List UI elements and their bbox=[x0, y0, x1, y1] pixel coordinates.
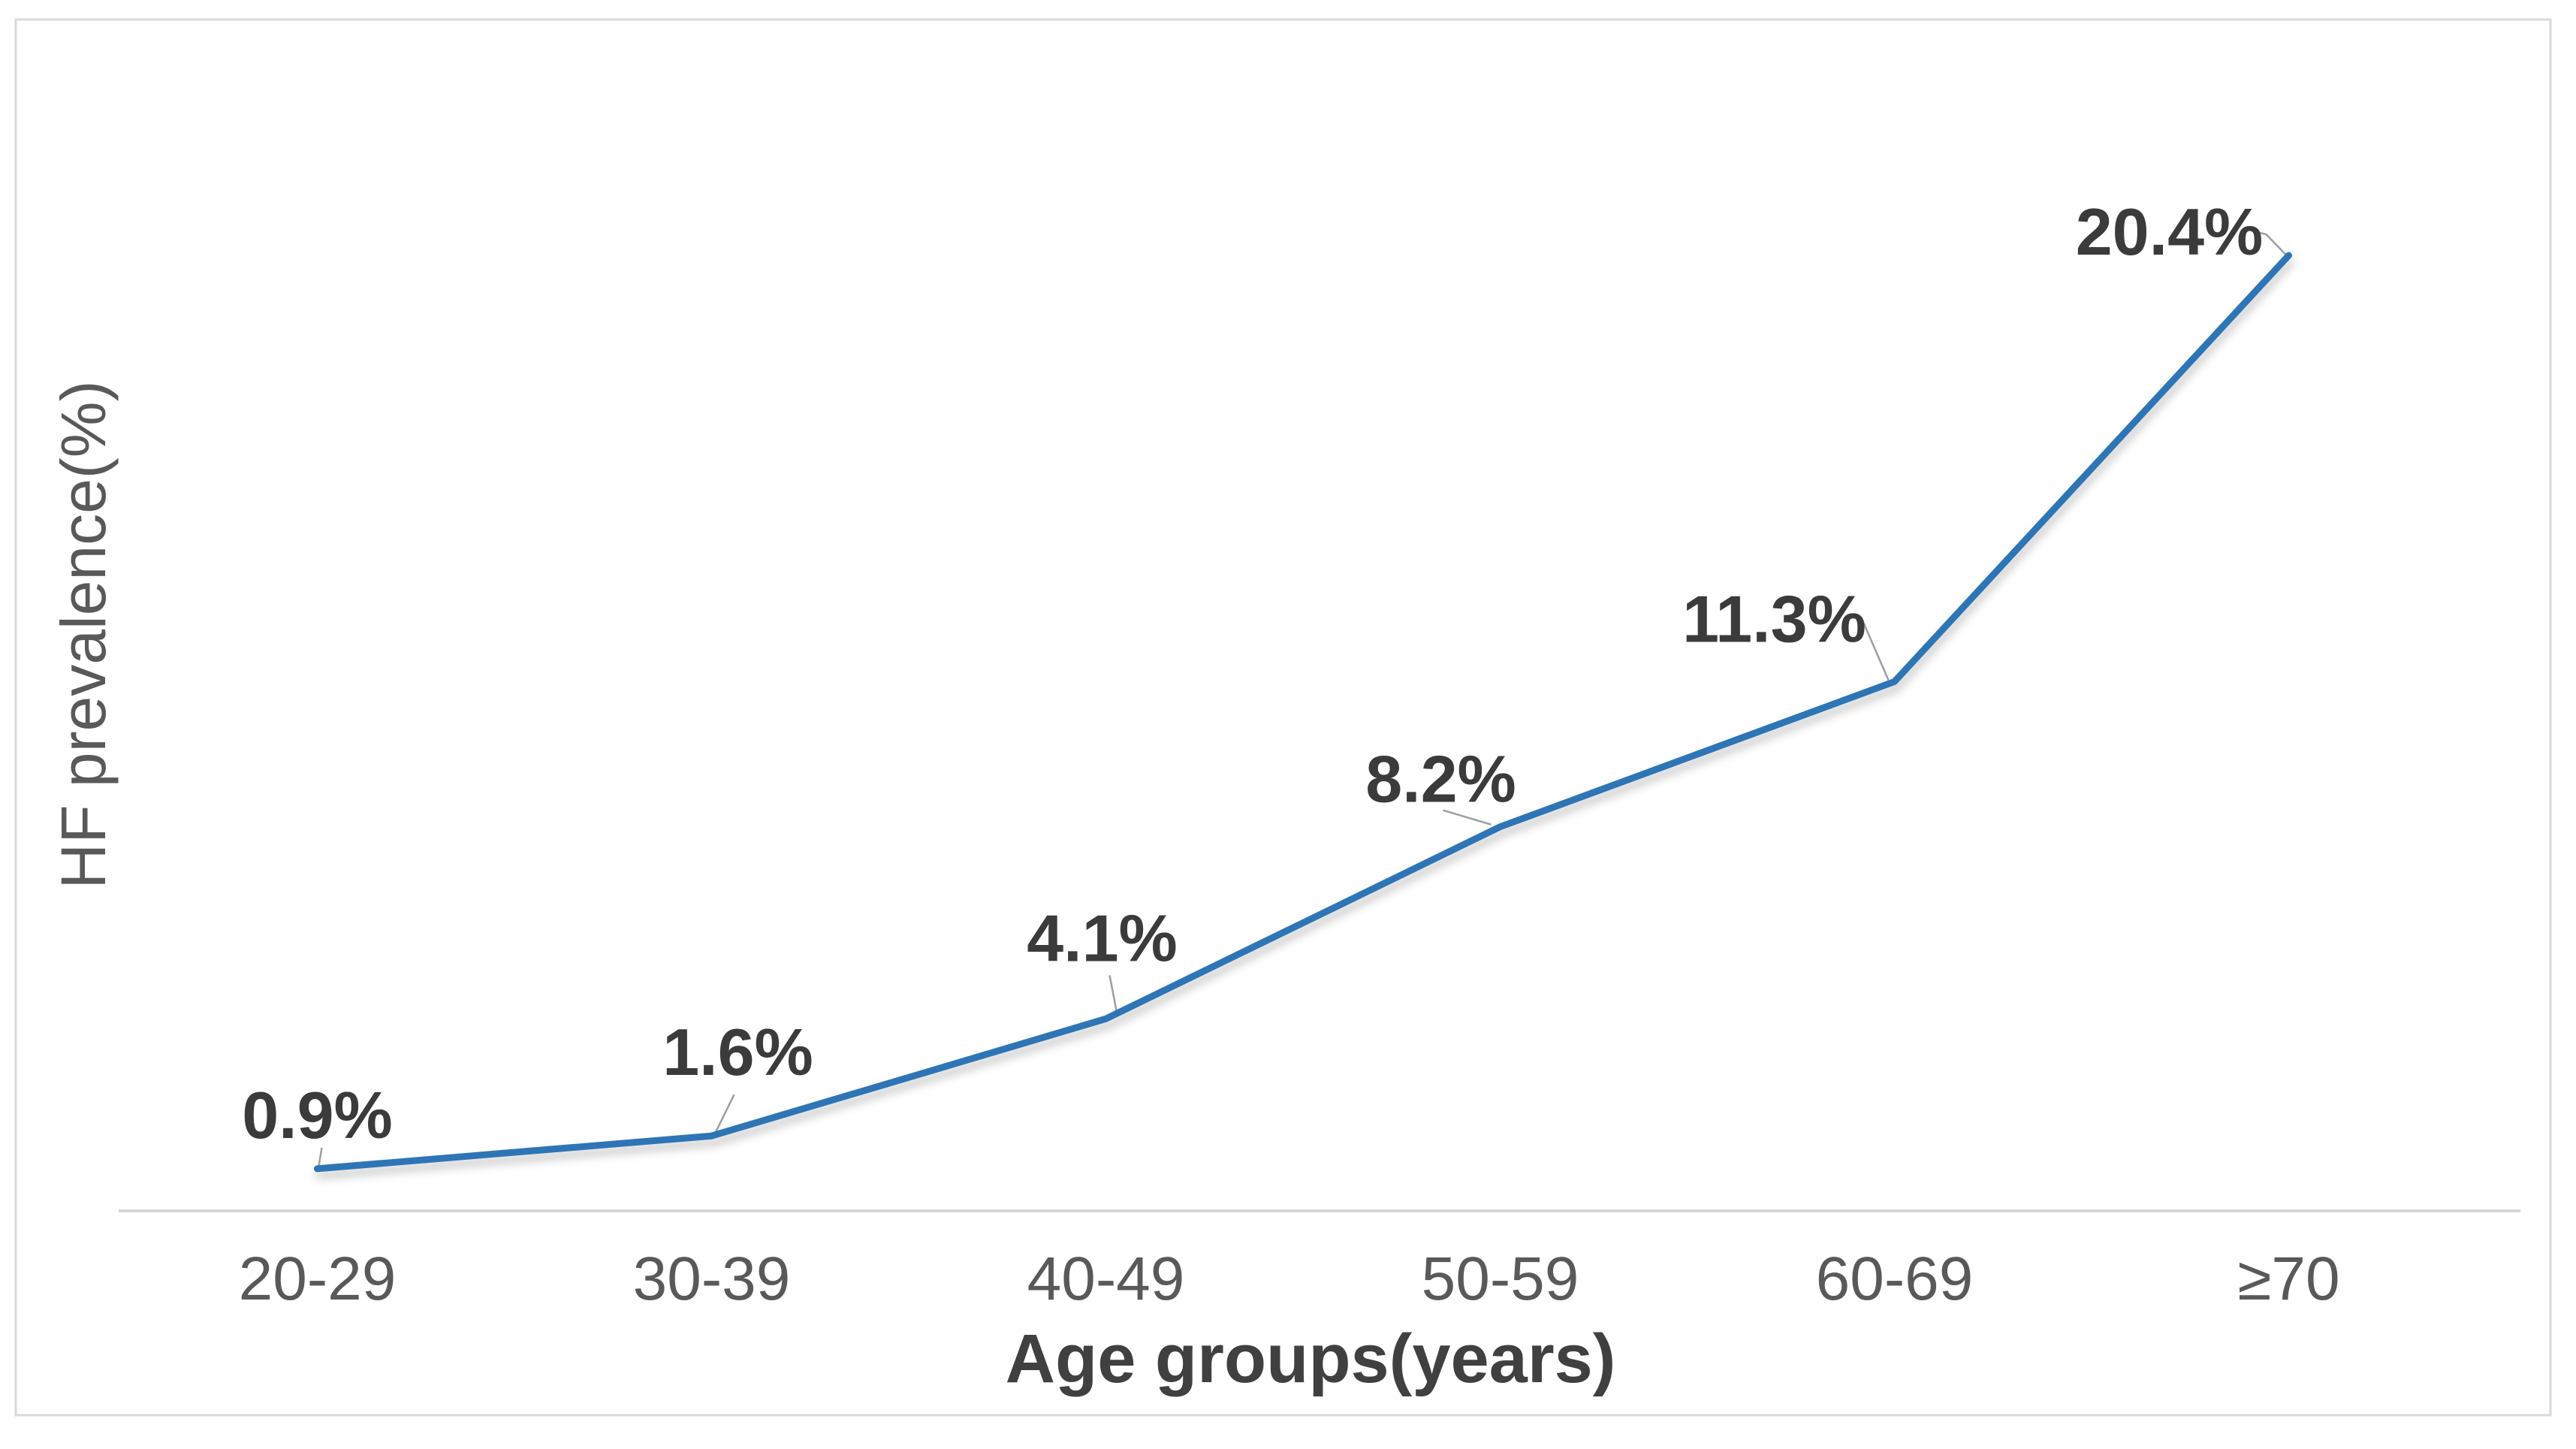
leader-line bbox=[1443, 809, 1492, 826]
x-tick-label: 40-49 bbox=[1027, 1245, 1185, 1313]
data-label: 0.9% bbox=[242, 1078, 393, 1152]
leader-lines-group bbox=[318, 229, 2287, 1167]
data-labels-group: 0.9% 1.6% 4.1% 8.2% 11.3% 20.4% bbox=[242, 195, 2263, 1152]
data-label: 4.1% bbox=[1027, 901, 1178, 975]
x-tick-label: 50-59 bbox=[1422, 1245, 1579, 1313]
leader-line bbox=[2251, 229, 2287, 255]
leader-line bbox=[318, 1147, 323, 1167]
leader-line bbox=[1109, 975, 1118, 1015]
x-tick-label: 20-29 bbox=[239, 1245, 397, 1313]
x-tick-label: 60-69 bbox=[1816, 1245, 1974, 1313]
data-label: 20.4% bbox=[2076, 195, 2264, 269]
x-tick-label: ≥70 bbox=[2237, 1245, 2339, 1313]
data-label: 1.6% bbox=[662, 1015, 813, 1089]
data-label: 8.2% bbox=[1365, 742, 1516, 817]
data-label: 11.3% bbox=[1682, 581, 1866, 656]
y-axis-title: HF prevalence(%) bbox=[48, 381, 119, 889]
x-tick-label: 30-39 bbox=[633, 1245, 791, 1313]
leader-line bbox=[1849, 617, 1890, 681]
series-line-path bbox=[314, 252, 2292, 1173]
leader-line bbox=[714, 1094, 735, 1134]
x-tick-labels-group: 20-29 30-39 40-49 50-59 60-69 ≥70 bbox=[239, 1245, 2340, 1313]
x-axis-title: Age groups(years) bbox=[1006, 1321, 1616, 1397]
figure-border bbox=[14, 18, 2552, 1417]
